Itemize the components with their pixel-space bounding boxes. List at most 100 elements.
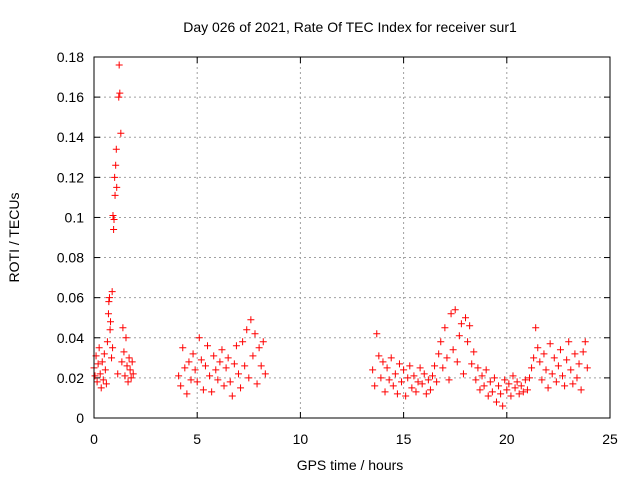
grid-lines [94, 57, 610, 418]
data-point [420, 370, 428, 378]
data-point [222, 364, 230, 372]
data-point [369, 366, 377, 374]
data-point [116, 89, 124, 97]
data-point [412, 388, 420, 396]
data-point [575, 360, 583, 368]
data-point [111, 191, 119, 199]
data-point [123, 362, 131, 370]
data-point [100, 350, 108, 358]
data-point [484, 392, 492, 400]
data-point [93, 378, 101, 386]
data-point [226, 378, 234, 386]
x-tick-label: 25 [602, 431, 618, 447]
data-point [185, 358, 193, 366]
data-point [119, 324, 127, 332]
data-point [249, 352, 257, 360]
data-point [550, 354, 558, 362]
y-tick-label: 0.02 [57, 370, 84, 386]
data-point [239, 338, 247, 346]
data-point [567, 366, 575, 374]
data-point [245, 374, 253, 382]
data-point [177, 382, 185, 390]
data-point [191, 366, 199, 374]
y-tick-label: 0.08 [57, 250, 84, 266]
y-axis-label: ROTI / TECUs [6, 193, 22, 283]
data-points [90, 61, 591, 410]
data-point [111, 173, 119, 181]
data-point [443, 354, 451, 362]
data-point [499, 402, 507, 410]
data-point [406, 362, 414, 370]
data-point [115, 61, 123, 69]
data-point [404, 374, 412, 382]
data-point [544, 384, 552, 392]
data-point [125, 354, 133, 362]
data-point [113, 183, 121, 191]
data-point [513, 378, 521, 386]
data-point [104, 310, 112, 318]
x-axis-label: GPS time / hours [297, 457, 404, 473]
y-axis-ticks: 0 0.02 0.04 0.06 0.08 0.1 0.12 0.14 0.16 0.18 [57, 49, 610, 426]
data-point [486, 378, 494, 386]
data-point [561, 382, 569, 390]
data-point [414, 378, 422, 386]
data-point [490, 374, 498, 382]
data-point [391, 370, 399, 378]
x-tick-label: 0 [90, 431, 98, 447]
data-point [433, 378, 441, 386]
data-point [573, 374, 581, 382]
data-point [257, 362, 265, 370]
data-point [495, 382, 503, 390]
data-point [118, 358, 126, 366]
data-point [462, 314, 470, 322]
data-point [416, 364, 424, 372]
data-point [528, 364, 536, 372]
data-point [439, 364, 447, 372]
data-point [418, 380, 426, 388]
data-point [97, 384, 105, 392]
data-point [102, 380, 110, 388]
data-point [437, 338, 445, 346]
data-point [532, 324, 540, 332]
y-tick-label: 0.1 [65, 209, 85, 225]
data-point [253, 380, 261, 388]
data-point [110, 225, 118, 233]
y-tick-label: 0.14 [57, 129, 84, 145]
data-point [398, 378, 406, 386]
data-point [523, 386, 531, 394]
data-point [441, 324, 449, 332]
data-point [472, 376, 480, 384]
data-point [189, 350, 197, 358]
data-point [247, 316, 255, 324]
data-point [424, 376, 432, 384]
data-point [431, 362, 439, 370]
data-point [503, 386, 511, 394]
data-point [546, 340, 554, 348]
data-point [228, 392, 236, 400]
data-point [109, 211, 117, 219]
data-point [488, 388, 496, 396]
data-point [183, 390, 191, 398]
data-point [105, 294, 113, 302]
data-point [509, 372, 517, 380]
data-point [400, 366, 408, 374]
data-point [261, 370, 269, 378]
data-point [187, 376, 195, 384]
data-point [581, 338, 589, 346]
data-point [112, 161, 120, 169]
data-point [91, 372, 99, 380]
data-point [385, 376, 393, 384]
data-point [251, 330, 259, 338]
data-point [383, 364, 391, 372]
data-point [447, 310, 455, 318]
data-point [230, 360, 238, 368]
data-point [583, 364, 591, 372]
data-point [534, 344, 542, 352]
data-point [124, 378, 132, 386]
data-point [122, 334, 130, 342]
x-tick-label: 15 [396, 431, 412, 447]
data-point [517, 382, 525, 390]
data-point [255, 344, 263, 352]
data-point [105, 298, 113, 306]
data-point [519, 388, 527, 396]
